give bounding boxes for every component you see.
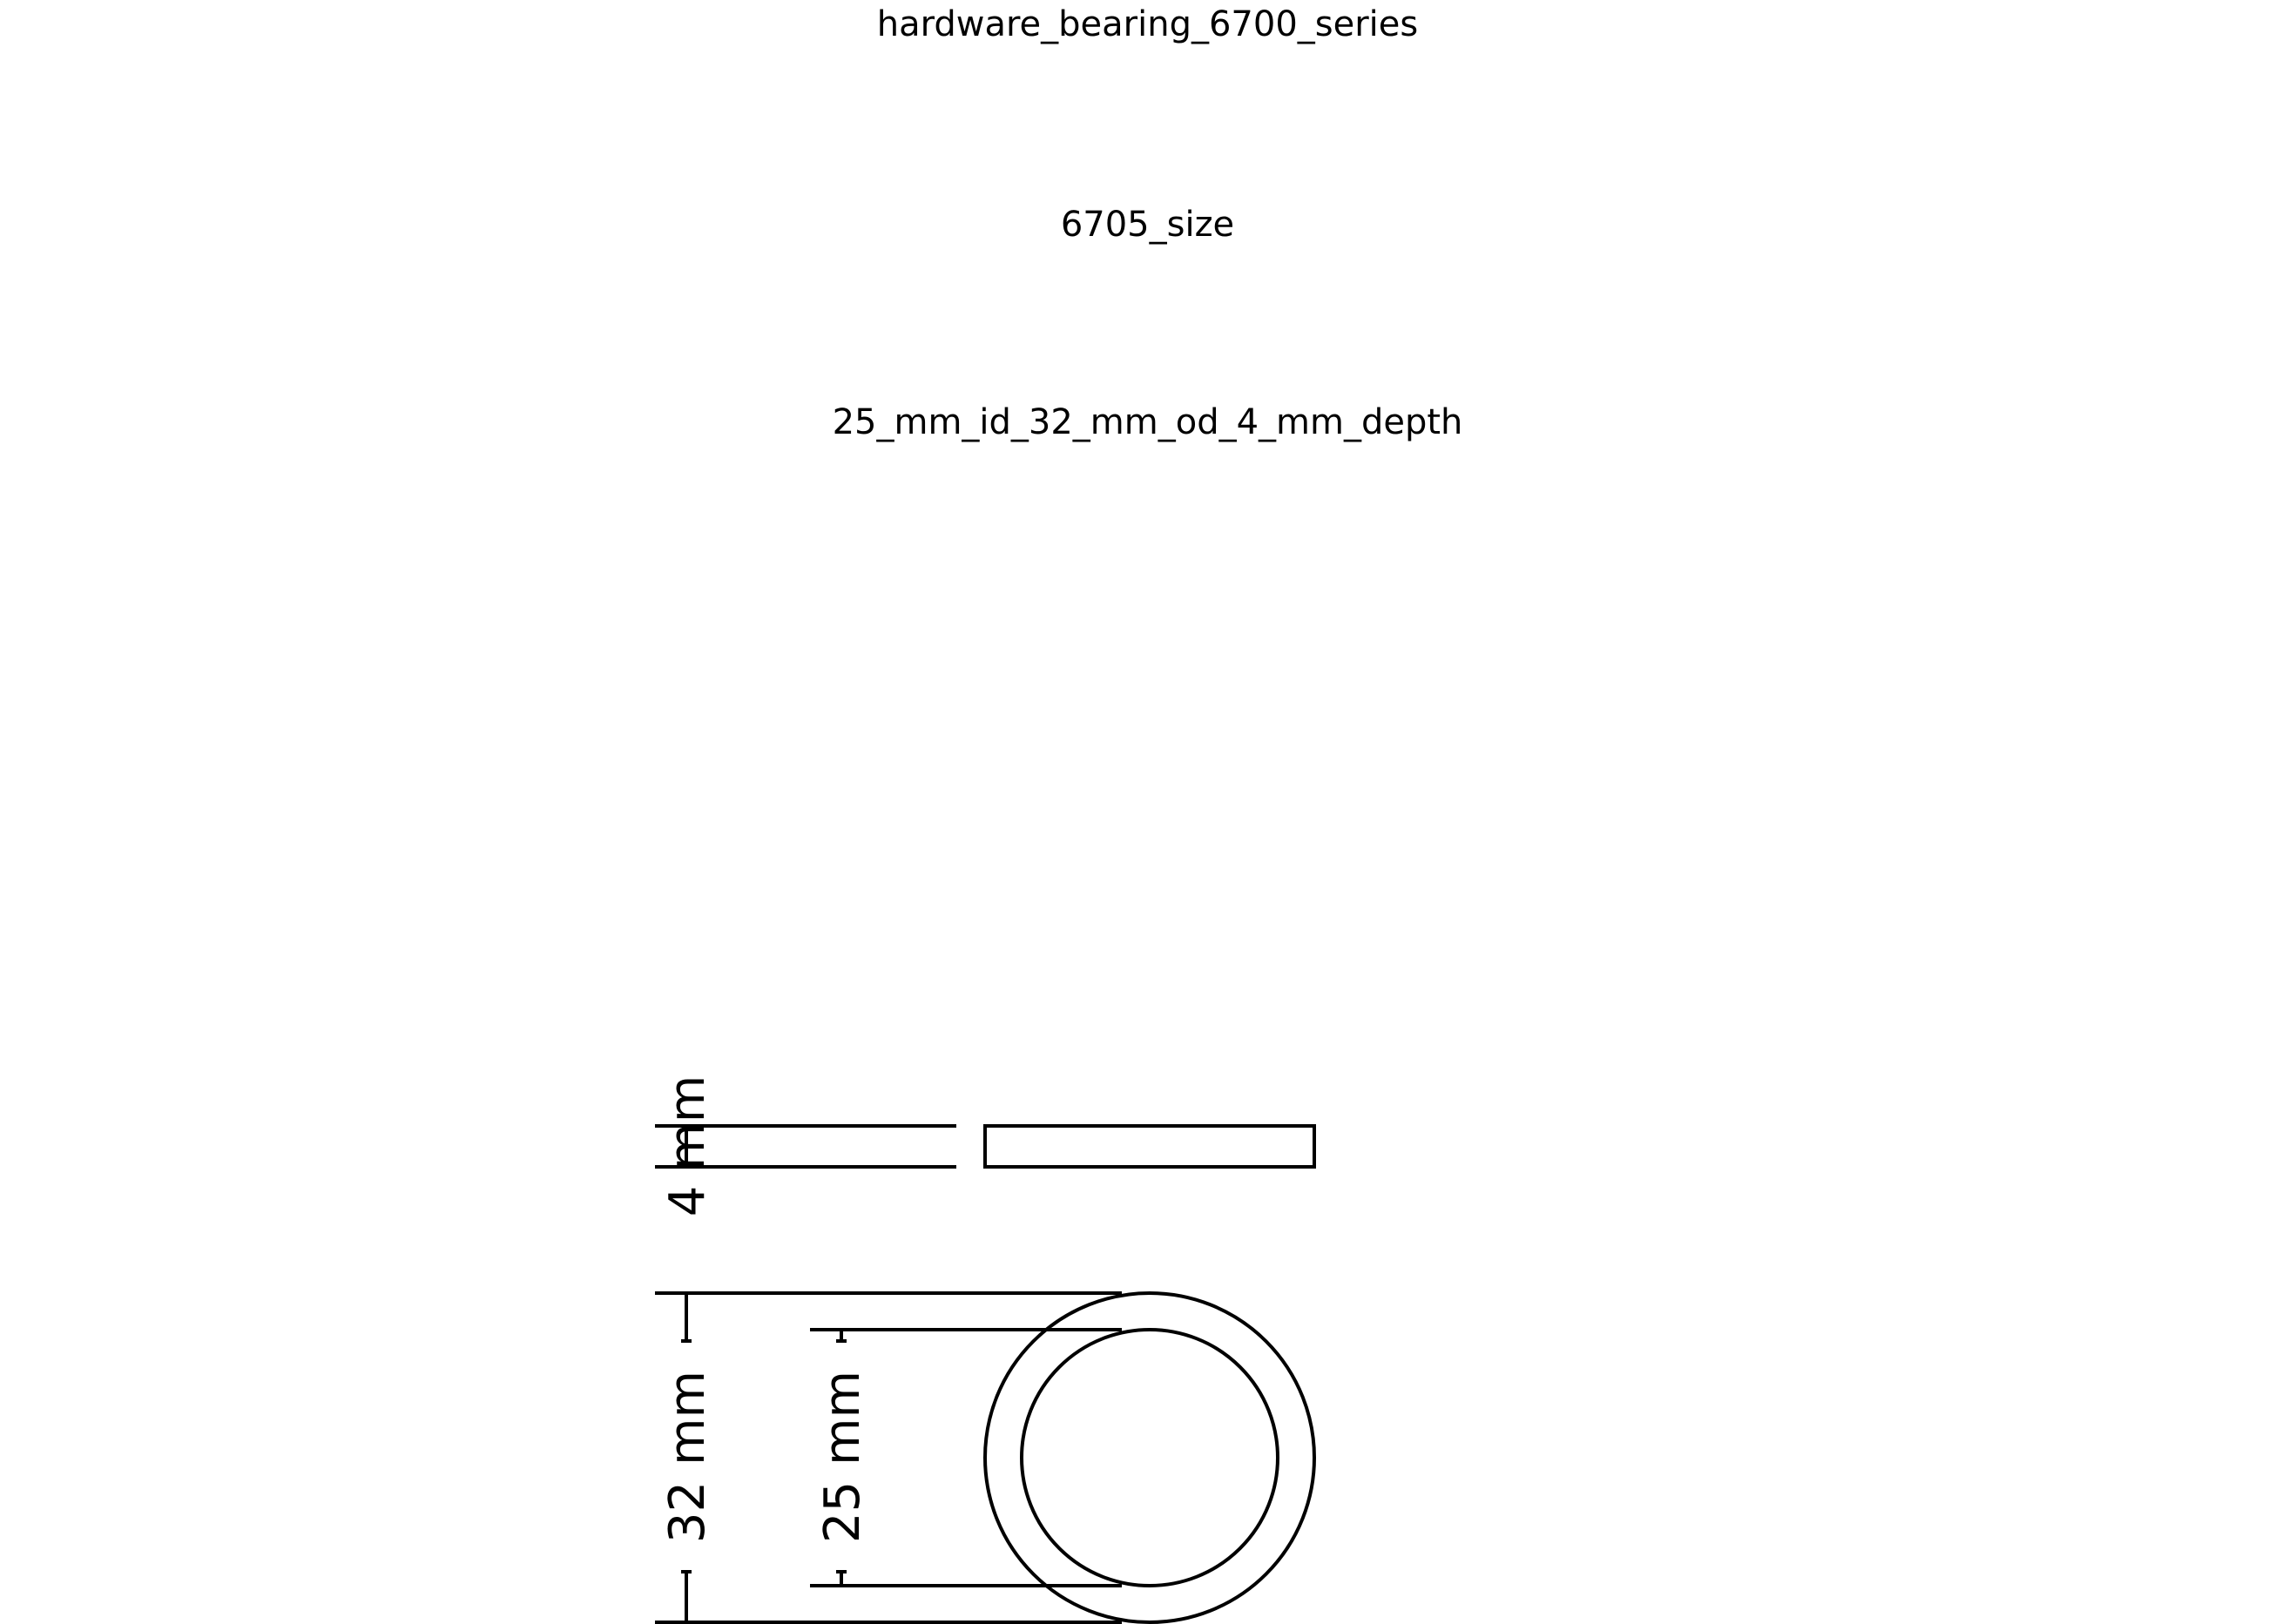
id-dimension-label: 25 mm — [814, 1371, 871, 1543]
title-line-size: 6705_size — [1060, 205, 1235, 245]
bearing-side-profile — [983, 1124, 1316, 1169]
depth-dimension-label: 4 mm — [659, 1075, 716, 1217]
front-view: 32 mm 25 mm — [655, 1291, 1316, 1624]
od-dimension-label: 32 mm — [659, 1371, 716, 1543]
outer-ring-circle — [983, 1291, 1316, 1624]
inner-ring-circle — [1020, 1328, 1279, 1587]
title-line-series: hardware_bearing_6700_series — [876, 4, 1419, 44]
side-view: 4 mm — [655, 1075, 1316, 1217]
title-line-dimensions: 25_mm_id_32_mm_od_4_mm_depth — [832, 402, 1463, 442]
